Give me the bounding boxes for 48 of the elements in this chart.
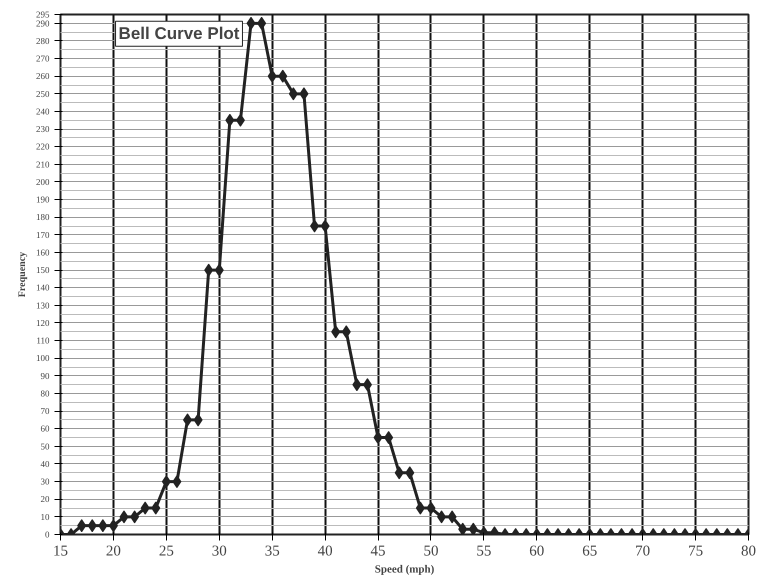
y-tick-label: 220 <box>36 142 50 152</box>
y-tick-label: 295 <box>36 10 50 20</box>
y-tick-label: 60 <box>40 424 50 434</box>
x-tick-label: 60 <box>529 544 544 560</box>
y-tick-label: 280 <box>36 36 50 46</box>
text: Bell Curve Plot <box>118 24 240 44</box>
x-tick-label: 40 <box>318 544 333 560</box>
x-tick-label: 20 <box>106 544 121 560</box>
x-tick-label: 65 <box>582 544 598 560</box>
y-tick-label: 270 <box>36 54 50 64</box>
x-tick-label: 35 <box>264 544 280 560</box>
x-tick-label: 55 <box>476 544 492 560</box>
x-tick-label: 70 <box>635 544 650 560</box>
x-axis-title: Speed (mph) <box>374 564 435 576</box>
y-tick-label: 100 <box>36 353 50 364</box>
y-tick-label: 50 <box>40 441 50 452</box>
y-tick-label: 180 <box>36 212 50 222</box>
x-tick-label: 50 <box>423 544 438 560</box>
y-tick-label: 70 <box>40 406 50 416</box>
x-tick-label: 45 <box>370 544 386 560</box>
y-tick-label: 160 <box>36 247 50 258</box>
y-tick-label: 20 <box>40 494 50 504</box>
y-tick-label: 150 <box>36 265 50 276</box>
x-tick-label: 30 <box>212 544 227 560</box>
y-tick-label: 110 <box>36 336 50 346</box>
y-tick-label: 140 <box>36 282 50 293</box>
x-tick-label: 25 <box>158 544 174 560</box>
y-tick-label: 90 <box>40 370 50 381</box>
x-tick-label: 80 <box>741 544 756 560</box>
y-tick-label: 30 <box>40 476 50 487</box>
y-tick-label: 10 <box>40 512 50 522</box>
y-tick-label: 200 <box>36 176 50 187</box>
y-tick-label: 40 <box>40 458 50 469</box>
y-tick-label: 250 <box>36 88 50 99</box>
y-tick-label: 290 <box>36 18 50 28</box>
y-tick-label: 0 <box>45 530 50 540</box>
y-tick-label: 260 <box>36 71 50 82</box>
x-tick-label: 75 <box>688 544 704 560</box>
y-axis-title: Frequency <box>17 252 28 298</box>
y-tick-label: 120 <box>36 318 50 328</box>
x-tick-label: 15 <box>53 544 68 560</box>
y-tick-label: 130 <box>36 300 50 310</box>
y-tick-label: 170 <box>36 230 50 240</box>
y-tick-label: 190 <box>36 194 50 205</box>
y-tick-label: 240 <box>36 106 50 116</box>
y-tick-label: 210 <box>36 159 50 170</box>
y-tick-label: 230 <box>36 124 50 134</box>
y-tick-label: 80 <box>40 388 50 398</box>
